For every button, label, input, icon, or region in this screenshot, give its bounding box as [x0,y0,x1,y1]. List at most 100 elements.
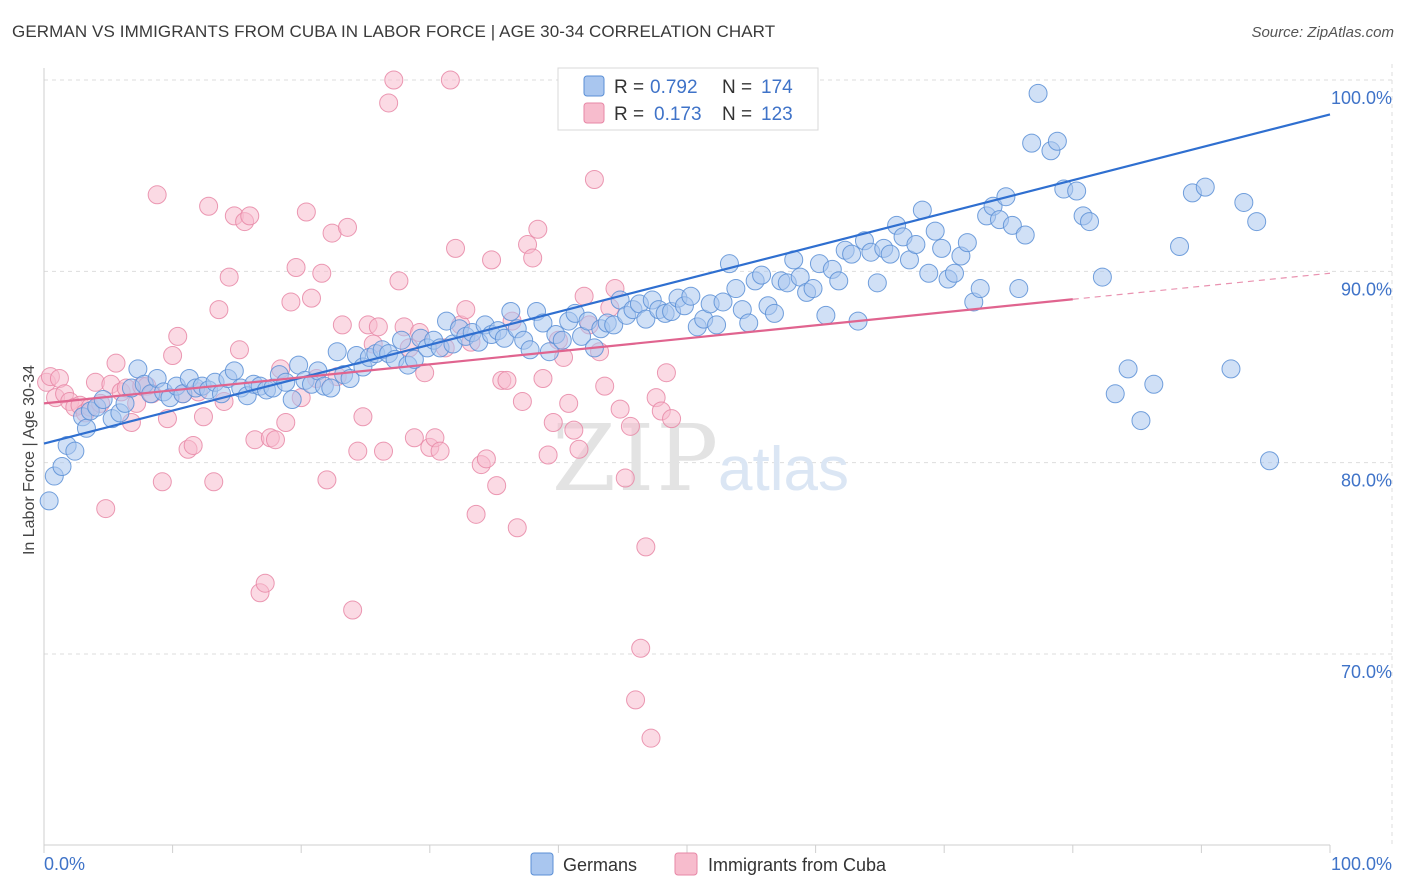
data-point [925,221,945,241]
data-point [507,518,527,538]
data-point [219,267,239,287]
data-point [604,315,624,335]
x-tick-labels: 0.0% 100.0% [44,854,1392,874]
legend-swatch-pink [583,102,605,124]
data-point [340,368,360,388]
data-point [620,416,640,436]
data-point [52,456,72,476]
data-point [726,279,746,299]
data-point [1144,374,1164,394]
trend-line-cuba [43,298,1073,405]
source-label: Source: ZipAtlas.com [1251,24,1394,41]
y-tick-label: 70.0% [1341,662,1392,682]
data-point [404,428,424,448]
data-point [1170,236,1190,256]
legend-n-value-1: 174 [761,77,793,98]
data-point [430,441,450,461]
data-point [224,361,244,381]
legend-n-label-1: N = [722,77,752,98]
x-tick-label: 100.0% [1331,854,1392,874]
data-point [204,472,224,492]
data-point [379,93,399,113]
watermark-atlas: atlas [718,435,849,504]
data-point [1234,192,1254,212]
legend-r-label-1: R = [614,77,644,98]
data-point [389,271,409,291]
data-point [512,391,532,411]
y-tick-label: 100.0% [1331,88,1392,108]
data-point [312,263,332,283]
data-point [523,248,543,268]
data-point [957,233,977,253]
data-point [199,196,219,216]
legend-r-value-2: 0.173 [654,104,702,125]
data-point [584,169,604,189]
data-point [636,309,656,329]
data-point [803,279,823,299]
data-point [752,265,772,285]
data-point [559,393,579,413]
data-point [327,342,347,362]
data-point [707,315,727,335]
legend-label-germans: Germans [563,855,637,875]
data-point [662,409,682,429]
data-point [276,412,296,432]
data-point [595,376,615,396]
data-point [374,441,394,461]
legend-n-label-2: N = [722,104,752,125]
trend-lines [43,113,1331,445]
data-point [152,472,172,492]
data-point [337,217,357,237]
data-point [466,504,486,524]
data-point [1009,279,1029,299]
data-point [520,340,540,360]
data-point [1247,212,1267,232]
data-point [487,476,507,496]
data-point [552,330,572,350]
data-point [404,349,424,369]
data-point [301,288,321,308]
data-point [615,468,635,488]
y-tick-labels: 100.0% 90.0% 80.0% 70.0% [1331,88,1392,682]
data-point [384,70,404,90]
data-point [631,638,651,658]
data-point [880,244,900,264]
data-point [286,258,306,278]
data-point [842,244,862,264]
data-point [440,70,460,90]
data-point [1022,133,1042,153]
data-point [229,340,249,360]
data-point [255,573,275,593]
data-point [739,313,759,333]
data-point [147,185,167,205]
watermark: ZIP atlas [552,405,849,512]
data-point [1105,384,1125,404]
data-point [446,238,466,258]
data-point [564,420,584,440]
data-point [867,273,887,293]
data-point [494,328,514,348]
data-point [574,286,594,306]
data-point [533,313,553,333]
data-point [321,378,341,398]
data-point [713,292,733,312]
data-point [65,441,85,461]
data-point [1015,225,1035,245]
data-point [392,330,412,350]
data-point [482,250,502,270]
data-point [641,728,661,748]
data-point [626,690,646,710]
data-point [281,292,301,312]
series-immigrants-from-cuba [37,70,682,748]
data-point [39,491,59,511]
legend-r-value-1: 0.792 [650,77,698,98]
data-point [610,399,630,419]
data-point [1221,359,1241,379]
data-point [296,202,316,222]
chart-title: GERMAN VS IMMIGRANTS FROM CUBA IN LABOR … [12,22,776,41]
data-point [906,235,926,255]
data-point [282,390,302,410]
axes [43,68,1331,853]
data-point [1131,411,1151,431]
data-point [163,346,183,366]
